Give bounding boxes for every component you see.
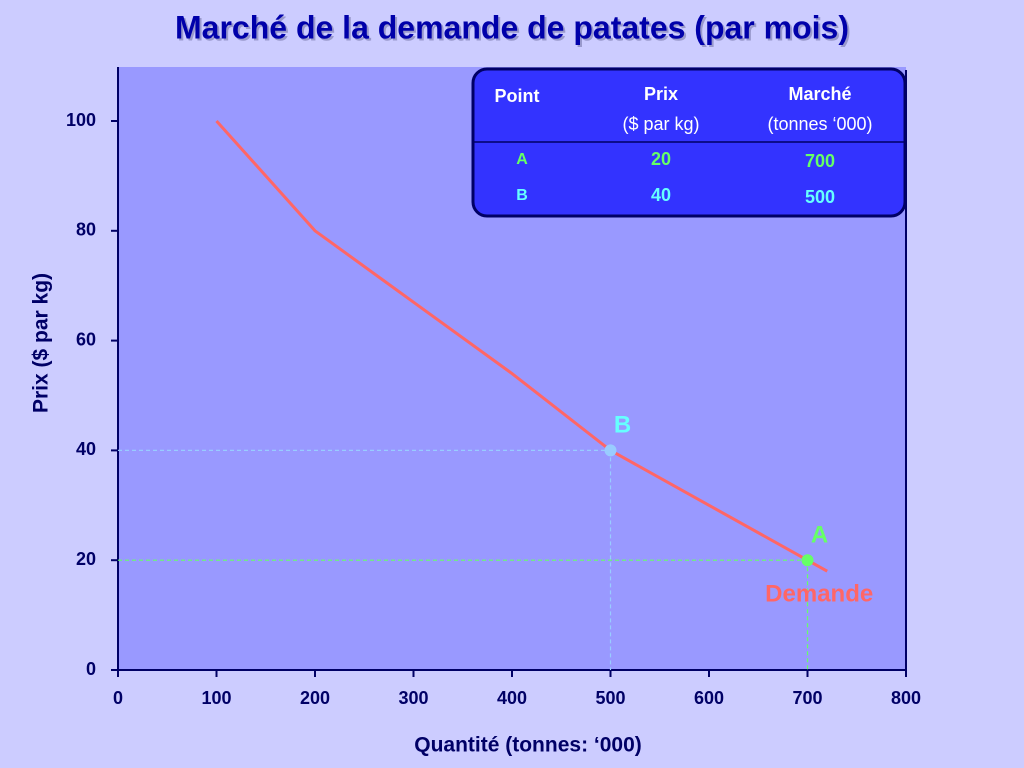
y-tick-label: 0 [86,659,96,679]
table-header: Marché [788,84,851,104]
x-tick-label: 300 [398,688,428,708]
point-marker [604,444,617,457]
title-shadow: Marché de la demande de patates (par moi… [177,11,851,47]
series-label: Demande [765,581,873,608]
x-tick-label: 500 [595,688,625,708]
x-tick-label: 400 [497,688,527,708]
table-cell: 500 [805,187,835,207]
x-tick-label: 600 [694,688,724,708]
demand-line [215,119,828,573]
table-cell: 20 [651,149,671,169]
table-cell: 40 [651,185,671,205]
point-label: B [614,412,631,439]
y-axis-label: Prix ($ par kg) [30,273,53,413]
x-tick-label: 100 [201,688,231,708]
table-cell: B [516,187,528,204]
table-header: Point [495,86,540,106]
table-cell: 700 [805,151,835,171]
table-cell: A [516,151,528,168]
x-tick-label: 0 [113,688,123,708]
x-tick-label: 200 [300,688,330,708]
y-tick-label: 40 [76,439,96,459]
x-tick-label: 700 [792,688,822,708]
table-header: ($ par kg) [622,114,699,134]
point-marker [801,554,814,567]
y-tick-label: 80 [76,220,96,240]
chart-title: Marché de la demande de patates (par moi… [175,9,849,45]
y-tick-label: 20 [76,549,96,569]
y-tick-label: 60 [76,329,96,349]
table-header: Prix [644,84,678,104]
x-axis-label: Quantité (tonnes: ‘000) [414,734,642,757]
x-tick-label: 800 [891,688,921,708]
table-header: (tonnes ‘000) [767,114,872,134]
point-label: A [811,522,828,549]
y-tick-label: 100 [66,110,96,130]
